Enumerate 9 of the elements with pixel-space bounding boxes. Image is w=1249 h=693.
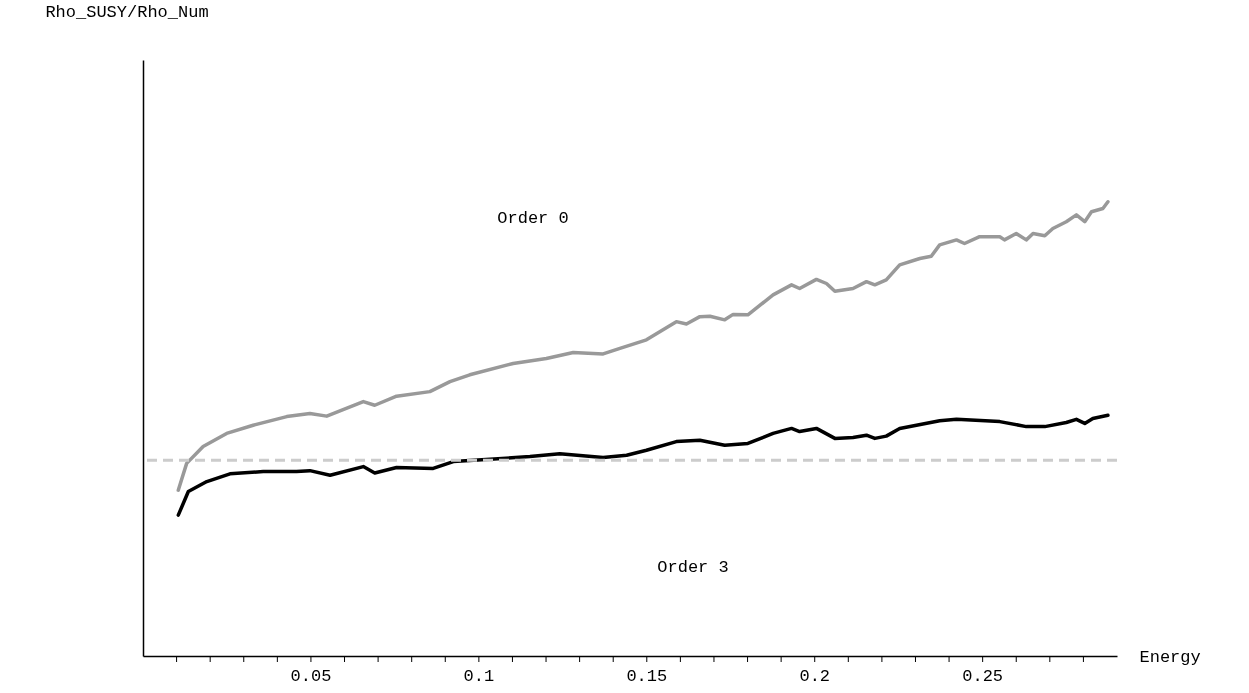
annotation: Order 3: [657, 558, 729, 577]
text: Rho_SUSY/Rho_Num: [45, 3, 209, 22]
x-tick-label: 0.05: [290, 667, 332, 686]
x-tick-label: 0.25: [962, 667, 1004, 686]
x-tick-label: 0.1: [463, 667, 495, 686]
annotation: Order 0: [497, 209, 569, 228]
x-tick-label: 0.15: [626, 667, 668, 686]
x-axis-title: Energy: [1139, 647, 1201, 667]
x-tick-label: 0.2: [799, 667, 831, 686]
